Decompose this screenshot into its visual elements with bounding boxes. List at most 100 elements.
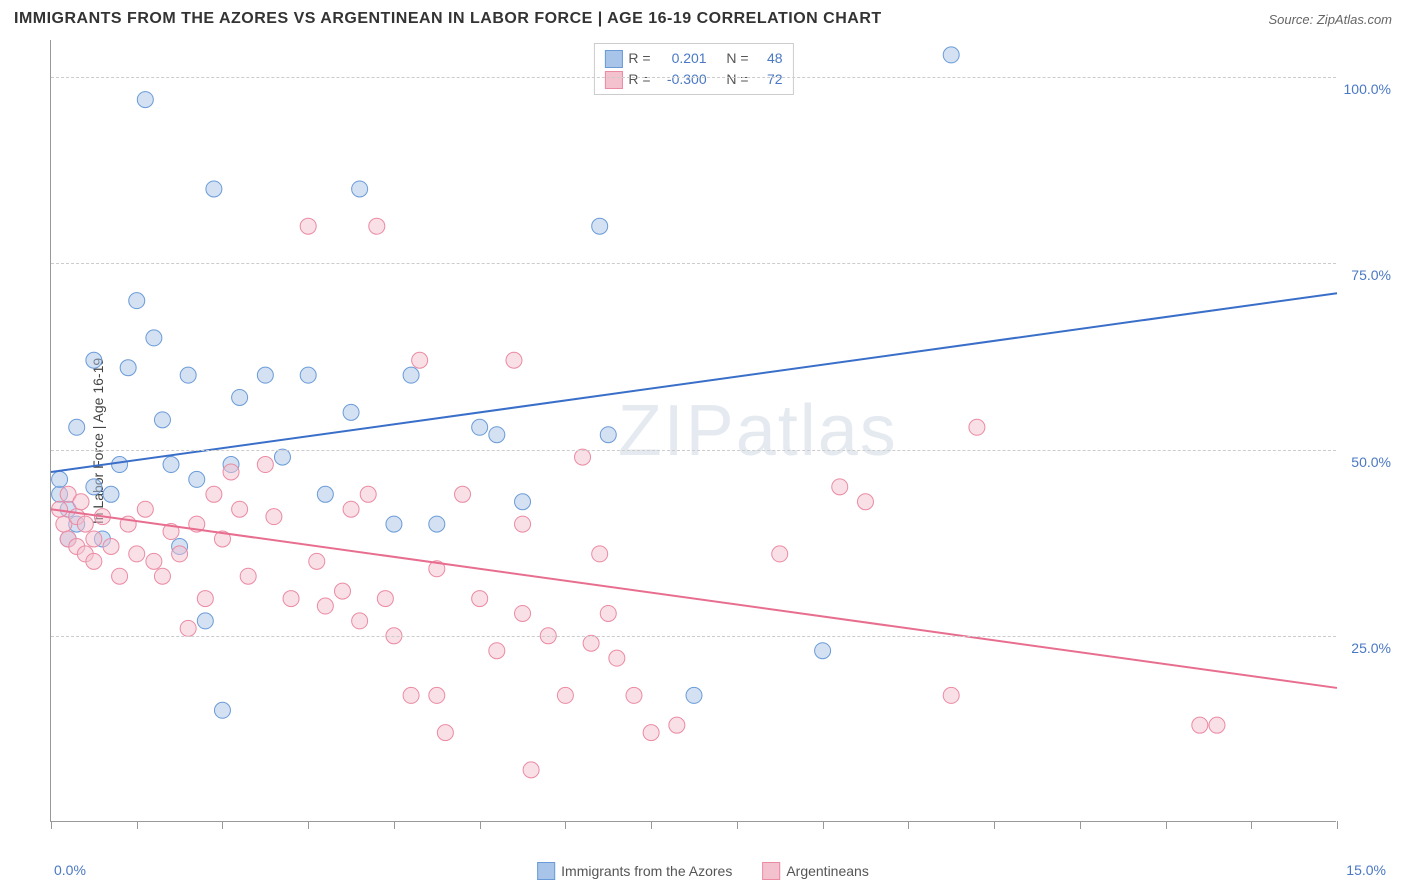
stats-legend-box: R =0.201 N =48R =-0.300 N =72 [593, 43, 793, 95]
data-point [592, 218, 608, 234]
x-tick [51, 821, 52, 829]
data-point [189, 471, 205, 487]
data-point [429, 516, 445, 532]
data-point [232, 389, 248, 405]
bottom-legend: Immigrants from the Azores Argentineans [537, 862, 869, 880]
trend-line [51, 509, 1337, 688]
gridline [51, 450, 1336, 451]
data-point [515, 494, 531, 510]
data-point [403, 687, 419, 703]
data-point [180, 620, 196, 636]
data-point [146, 553, 162, 569]
data-point [73, 494, 89, 510]
data-point [472, 419, 488, 435]
data-point [300, 367, 316, 383]
legend-item: Immigrants from the Azores [537, 862, 732, 880]
data-point [240, 568, 256, 584]
data-point [266, 509, 282, 525]
data-point [437, 725, 453, 741]
gridline [51, 77, 1336, 78]
y-tick-label: 75.0% [1351, 267, 1391, 283]
n-value: 72 [755, 69, 783, 90]
x-tick-max: 15.0% [1346, 862, 1386, 878]
data-point [86, 553, 102, 569]
data-point [523, 762, 539, 778]
n-label: N = [726, 48, 748, 69]
data-point [643, 725, 659, 741]
data-point [112, 457, 128, 473]
data-point [257, 457, 273, 473]
gridline [51, 263, 1336, 264]
legend-label: Argentineans [786, 863, 869, 879]
plot-area: ZIPatlas R =0.201 N =48R =-0.300 N =72 2… [50, 40, 1336, 822]
chart-source: Source: ZipAtlas.com [1268, 12, 1392, 27]
data-point [172, 546, 188, 562]
data-point [317, 486, 333, 502]
data-point [412, 352, 428, 368]
data-point [197, 613, 213, 629]
data-point [600, 427, 616, 443]
x-tick [394, 821, 395, 829]
data-point [146, 330, 162, 346]
data-point [403, 367, 419, 383]
series-swatch [604, 71, 622, 89]
x-tick [994, 821, 995, 829]
x-tick [565, 821, 566, 829]
data-point [103, 486, 119, 502]
trend-line [51, 293, 1337, 472]
chart-title: IMMIGRANTS FROM THE AZORES VS ARGENTINEA… [14, 10, 882, 28]
n-value: 48 [755, 48, 783, 69]
x-tick [823, 821, 824, 829]
data-point [180, 367, 196, 383]
data-point [223, 464, 239, 480]
x-tick [1080, 821, 1081, 829]
data-point [352, 181, 368, 197]
data-point [86, 352, 102, 368]
data-point [686, 687, 702, 703]
data-point [283, 591, 299, 607]
x-tick [222, 821, 223, 829]
data-point [600, 605, 616, 621]
gridline [51, 636, 1336, 637]
data-point [257, 367, 273, 383]
r-value: -0.300 [657, 69, 707, 90]
data-point [386, 516, 402, 532]
data-point [1192, 717, 1208, 733]
data-point [214, 702, 230, 718]
data-point [943, 687, 959, 703]
y-tick-label: 25.0% [1351, 640, 1391, 656]
data-point [626, 687, 642, 703]
data-point [969, 419, 985, 435]
data-point [334, 583, 350, 599]
r-label: R = [628, 69, 650, 90]
data-point [772, 546, 788, 562]
plot-svg [51, 40, 1336, 821]
data-point [112, 568, 128, 584]
data-point [489, 643, 505, 659]
n-label: N = [726, 69, 748, 90]
data-point [137, 92, 153, 108]
r-label: R = [628, 48, 650, 69]
data-point [472, 591, 488, 607]
data-point [103, 538, 119, 554]
data-point [609, 650, 625, 666]
x-tick [137, 821, 138, 829]
data-point [815, 643, 831, 659]
stats-row: R = -0.300 N = 72 [604, 69, 782, 90]
data-point [832, 479, 848, 495]
data-point [154, 412, 170, 428]
x-tick [651, 821, 652, 829]
data-point [857, 494, 873, 510]
data-point [309, 553, 325, 569]
data-point [1209, 717, 1225, 733]
data-point [129, 546, 145, 562]
data-point [575, 449, 591, 465]
x-tick [737, 821, 738, 829]
data-point [489, 427, 505, 443]
x-tick-min: 0.0% [54, 862, 86, 878]
legend-item: Argentineans [762, 862, 869, 880]
x-tick [1251, 821, 1252, 829]
data-point [86, 531, 102, 547]
y-tick-label: 50.0% [1351, 454, 1391, 470]
data-point [206, 486, 222, 502]
